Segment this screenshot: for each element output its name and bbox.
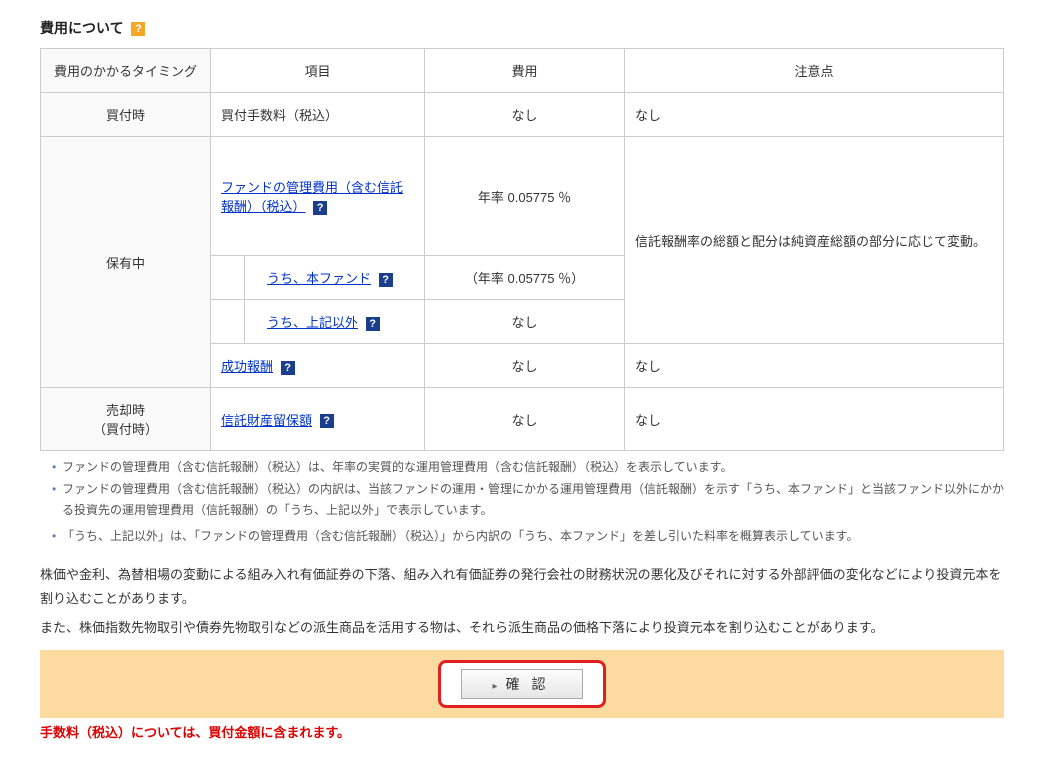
- table-header-row: 費用のかかるタイミング 項目 費用 注意点: [41, 49, 1004, 93]
- purchase-timing: 買付時: [41, 93, 211, 137]
- help-icon[interactable]: ?: [320, 414, 334, 428]
- purchase-item: 買付手数料（税込）: [211, 93, 425, 137]
- help-icon[interactable]: ?: [313, 201, 327, 215]
- help-icon[interactable]: ?: [131, 22, 145, 36]
- row-holding-mgmt: 保有中 ファンドの管理費用（含む信託報酬）（税込） ? 年率 0.05775 ％…: [41, 137, 1004, 256]
- row-sell: 売却時 （買付時） 信託財産留保額 ? なし なし: [41, 388, 1004, 451]
- bullet-1: ファンドの管理費用（含む信託報酬）（税込）は、年率の実質的な運用管理費用（含む信…: [52, 457, 1004, 479]
- body-para-2: また、株価指数先物取引や債券先物取引などの派生商品を活用する物は、それら派生商品…: [40, 616, 1004, 639]
- header-note: 注意点: [625, 49, 1004, 93]
- sub-other-link[interactable]: うち、上記以外: [267, 315, 358, 330]
- sell-timing-line1: 売却時: [106, 403, 145, 418]
- row-purchase: 買付時 買付手数料（税込） なし なし: [41, 93, 1004, 137]
- header-timing: 費用のかかるタイミング: [41, 49, 211, 93]
- sell-item-link[interactable]: 信託財産留保額: [221, 413, 312, 428]
- sell-item: 信託財産留保額 ?: [211, 388, 425, 451]
- holding-mgmt-cost: 年率 0.05775 ％: [425, 137, 625, 256]
- holding-timing: 保有中: [41, 137, 211, 388]
- sub-other-item: うち、上記以外 ?: [245, 300, 425, 344]
- header-cost: 費用: [425, 49, 625, 93]
- sub-this-fund-link[interactable]: うち、本ファンド: [267, 271, 371, 286]
- sub-this-fund-cost: （年率 0.05775 ％）: [425, 256, 625, 300]
- sell-note: なし: [625, 388, 1004, 451]
- bullet-notes: ファンドの管理費用（含む信託報酬）（税込）は、年率の実質的な運用管理費用（含む信…: [40, 457, 1004, 547]
- confirm-bar: 確認: [40, 650, 1004, 718]
- bullet-2: ファンドの管理費用（含む信託報酬）（税込）の内訳は、当該ファンドの運用・管理にか…: [52, 479, 1004, 522]
- sub-other-cost: なし: [425, 300, 625, 344]
- confirm-button-highlight: 確認: [438, 660, 605, 708]
- success-item: 成功報酬 ?: [211, 344, 425, 388]
- fee-table: 費用のかかるタイミング 項目 費用 注意点 買付時 買付手数料（税込） なし な…: [40, 48, 1004, 451]
- section-title-text: 費用について: [40, 20, 124, 36]
- purchase-note: なし: [625, 93, 1004, 137]
- help-icon[interactable]: ?: [366, 317, 380, 331]
- sell-cost: なし: [425, 388, 625, 451]
- mgmt-fee-link[interactable]: ファンドの管理費用（含む信託報酬）（税込）: [221, 180, 403, 214]
- section-title: 費用について ?: [40, 18, 1004, 38]
- fee-section: 費用について ? 費用のかかるタイミング 項目 費用 注意点 買付時 買付手数料…: [0, 0, 1044, 761]
- red-note: 手数料（税込）については、買付金額に含まれます。: [40, 722, 1004, 741]
- sell-timing-line2: （買付時）: [93, 422, 158, 437]
- holding-mgmt-item: ファンドの管理費用（含む信託報酬）（税込） ?: [211, 137, 425, 256]
- confirm-button[interactable]: 確認: [461, 669, 582, 699]
- purchase-cost: なし: [425, 93, 625, 137]
- help-icon[interactable]: ?: [379, 273, 393, 287]
- success-note: なし: [625, 344, 1004, 388]
- sell-timing: 売却時 （買付時）: [41, 388, 211, 451]
- header-item: 項目: [211, 49, 425, 93]
- indent-cell: [211, 256, 245, 300]
- holding-note: 信託報酬率の総額と配分は純資産総額の部分に応じて変動。: [625, 137, 1004, 344]
- help-icon[interactable]: ?: [281, 361, 295, 375]
- body-para-1: 株価や金利、為替相場の変動による組み入れ有価証券の下落、組み入れ有価証券の発行会…: [40, 563, 1004, 610]
- sub-this-fund-item: うち、本ファンド ?: [245, 256, 425, 300]
- bullet-3: 「うち、上記以外」は、「ファンドの管理費用（含む信託報酬）（税込）」から内訳の「…: [52, 526, 1004, 548]
- success-link[interactable]: 成功報酬: [221, 359, 273, 374]
- indent-cell: [211, 300, 245, 344]
- success-cost: なし: [425, 344, 625, 388]
